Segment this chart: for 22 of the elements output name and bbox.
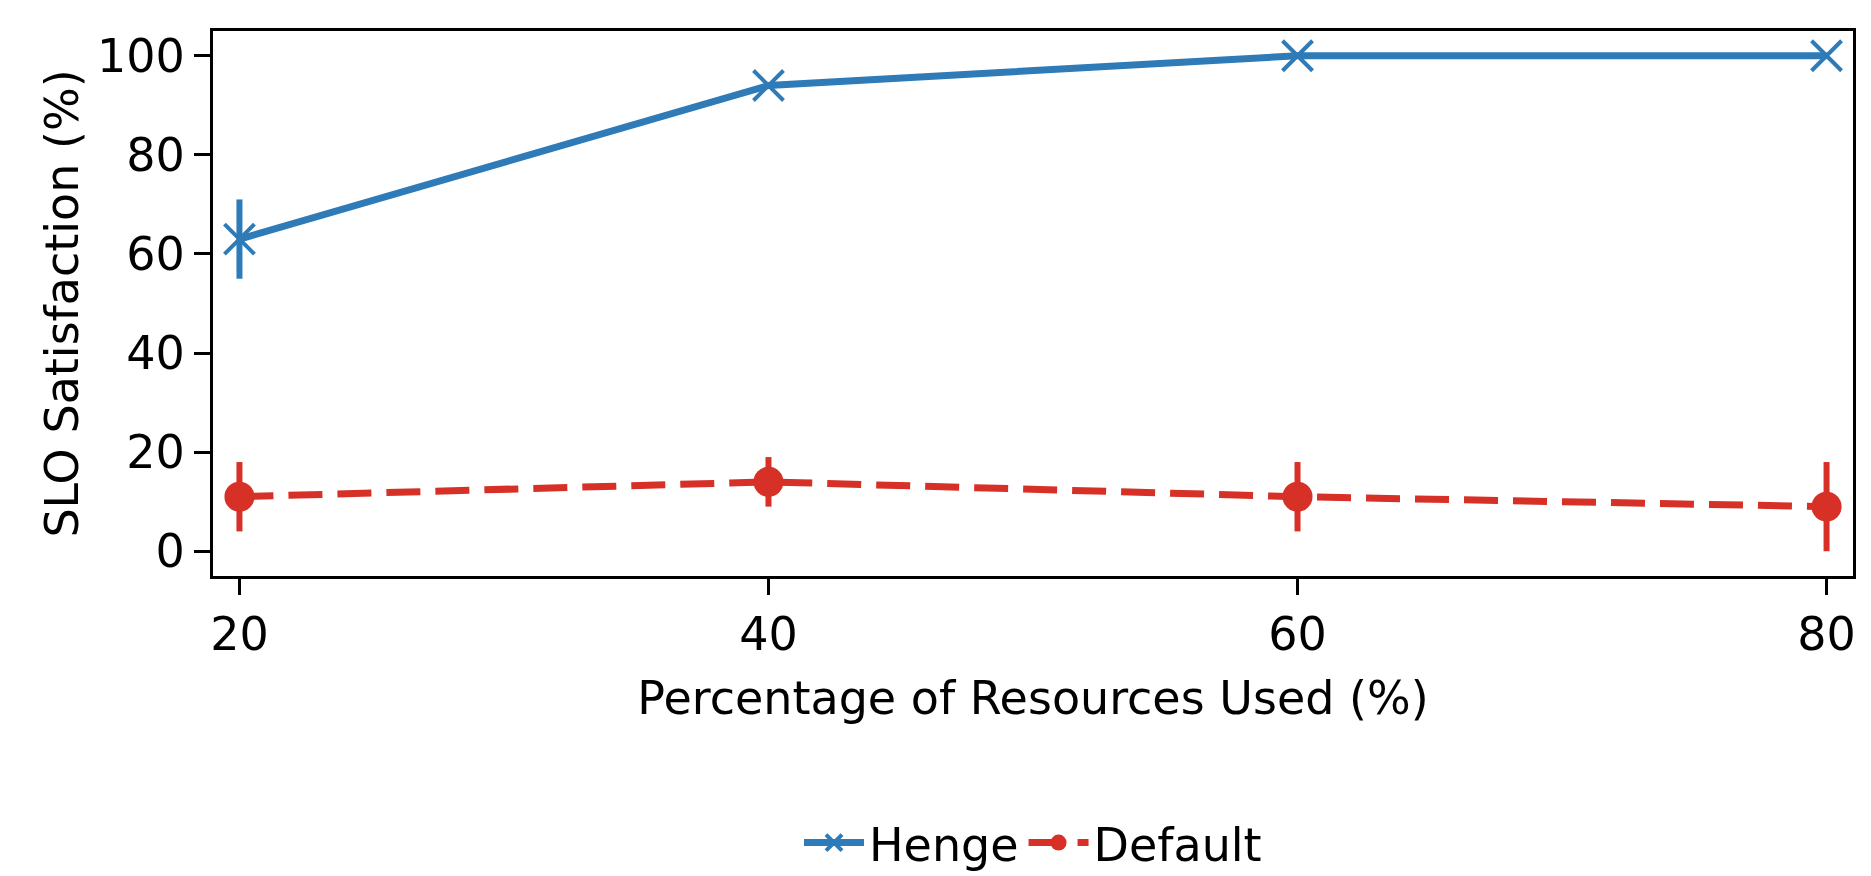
y-tick-label: 80 (126, 127, 185, 182)
y-tick-label: 60 (126, 227, 185, 282)
point (1280, 38, 1315, 73)
legend-label: Henge (869, 817, 1019, 872)
x-tick-label: 20 (210, 607, 269, 662)
point (1809, 38, 1844, 73)
y-axis-title: SLO Satisfaction (%) (35, 69, 90, 538)
point (1811, 491, 1842, 522)
y-tick-label: 100 (96, 28, 185, 83)
y-tick-label: 0 (155, 524, 185, 579)
point (222, 222, 257, 257)
x-tick-label: 80 (1797, 607, 1856, 662)
point (753, 466, 784, 497)
x-axis-title: Percentage of Resources Used (%) (637, 670, 1429, 725)
point (751, 68, 786, 103)
point (224, 481, 255, 512)
x-tick-label: 60 (1268, 607, 1327, 662)
y-tick-label: 20 (126, 425, 185, 480)
legend-label: Default (1093, 817, 1262, 872)
y-tick-label: 40 (126, 326, 185, 381)
point (1282, 481, 1313, 512)
x-tick-label: 40 (739, 607, 798, 662)
